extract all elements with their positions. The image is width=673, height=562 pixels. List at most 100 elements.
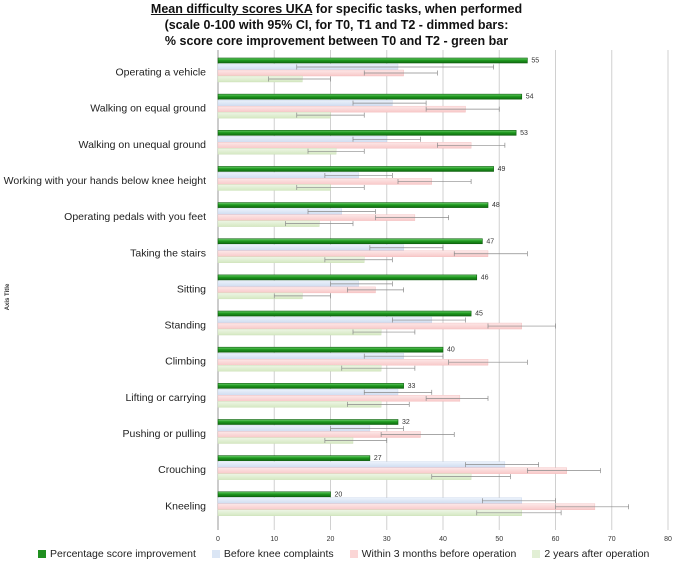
- legend-label-before: Before knee complaints: [223, 548, 334, 560]
- data-label-improvement: 53: [520, 130, 528, 137]
- x-tick-label: 20: [327, 536, 335, 543]
- error-bar-within: [397, 178, 472, 184]
- category-label: Sitting: [177, 283, 206, 295]
- error-bar-after: [476, 510, 562, 516]
- error-bar-within: [453, 251, 528, 257]
- error-bar-before: [352, 100, 427, 106]
- bar-before: [217, 461, 506, 468]
- error-bar-after: [273, 293, 331, 299]
- legend-swatch-before: [211, 550, 220, 558]
- legend-swatch-after: [532, 550, 541, 558]
- category-label: Lifting or carrying: [125, 392, 206, 404]
- legend-item-improvement: Percentage score improvement: [38, 548, 196, 560]
- bar-improvement: [217, 166, 494, 172]
- error-bar-before: [324, 172, 393, 178]
- category-labels: Operating a vehicle Walking on equal grou…: [4, 67, 207, 513]
- category-label: Crouching: [158, 464, 206, 476]
- x-tick-label: 40: [439, 536, 447, 543]
- legend-swatch-improvement: [38, 550, 46, 558]
- data-labels: 55 54 53 49 48 47 46 45 40 33 32 27 20: [335, 58, 540, 499]
- error-bar-within: [487, 323, 556, 329]
- error-bar-before: [330, 281, 393, 287]
- data-label-improvement: 20: [335, 491, 343, 498]
- error-bar-within: [448, 359, 528, 365]
- legend-label-within: Within 3 months before operation: [361, 548, 517, 560]
- data-label-improvement: 33: [408, 383, 416, 390]
- error-bars: [268, 64, 629, 516]
- legend-label-after: 2 years after operation: [544, 548, 650, 560]
- chart-title: Mean difficulty scores UKA for specific …: [0, 1, 673, 49]
- category-label: Walking on equal ground: [90, 103, 206, 115]
- error-bar-within: [527, 468, 601, 474]
- error-bar-after: [352, 329, 416, 335]
- error-bar-before: [392, 317, 466, 323]
- category-label: Walking on unequal ground: [79, 139, 207, 151]
- error-bar-after: [268, 76, 331, 82]
- data-label-improvement: 47: [486, 238, 494, 245]
- x-tick-label: 60: [552, 536, 560, 543]
- error-bar-after: [341, 365, 416, 371]
- error-bar-within: [347, 287, 404, 293]
- x-tick-label: 70: [608, 536, 616, 543]
- legend-item-within: Within 3 months before operation: [349, 548, 517, 560]
- bar-within: [217, 142, 472, 149]
- error-bar-before: [465, 462, 539, 468]
- bar-improvement: [217, 93, 523, 100]
- category-label: Standing: [165, 320, 207, 332]
- error-bar-within: [363, 70, 438, 76]
- error-bar-after: [324, 257, 393, 263]
- bar-improvement: [217, 491, 331, 498]
- data-label-improvement: 27: [374, 455, 382, 462]
- bar-improvement: [217, 57, 528, 64]
- error-bar-after: [285, 221, 354, 227]
- bar-improvement: [217, 202, 489, 208]
- data-label-improvement: 32: [402, 419, 410, 426]
- error-bar-within: [380, 432, 455, 437]
- x-tick-label: 50: [495, 536, 503, 543]
- error-bar-before: [482, 498, 556, 504]
- error-bar-after: [307, 148, 365, 154]
- y-axis-title: Axis Title: [5, 283, 11, 310]
- error-bar-within: [425, 106, 500, 112]
- error-bar-before: [369, 245, 444, 251]
- error-bar-after: [296, 184, 365, 190]
- bar-within: [217, 322, 522, 330]
- data-label-improvement: 54: [526, 94, 534, 101]
- error-bar-before: [352, 136, 421, 142]
- bar-within: [217, 359, 489, 366]
- x-axis-ticks: 0 10 20 30 40 50 60 70 80: [216, 536, 672, 543]
- legend-swatch-within: [349, 550, 358, 558]
- legend: Percentage score improvement Before knee…: [38, 548, 668, 560]
- data-label-improvement: 46: [481, 274, 489, 281]
- error-bar-before: [363, 353, 444, 359]
- data-label-improvement: 45: [475, 311, 483, 318]
- bar-improvement: [217, 383, 404, 389]
- legend-item-after: 2 years after operation: [532, 548, 649, 560]
- category-label: Working with your hands below knee heigh…: [4, 175, 206, 187]
- bar-improvement: [217, 238, 483, 245]
- chart-title-line-3: (scale 0-100 with 95% CI, for T0, T1 and…: [164, 18, 509, 32]
- legend-item-before: Before knee complaints: [211, 548, 334, 560]
- category-label: Operating a vehicle: [116, 67, 207, 79]
- bar-improvement: [217, 346, 444, 353]
- bar-improvement: [217, 274, 478, 281]
- error-bar-before: [363, 389, 433, 395]
- category-label: Climbing: [165, 356, 206, 368]
- bar-improvement: [217, 419, 399, 425]
- x-tick-label: 80: [664, 536, 672, 543]
- error-bar-within: [555, 504, 629, 510]
- error-bar-before: [307, 209, 376, 215]
- bar-within: [217, 395, 461, 402]
- category-label: Kneeling: [165, 500, 206, 512]
- bar-within: [217, 467, 567, 474]
- chart-title-line-1: Mean difficulty scores UKA: [150, 2, 313, 16]
- error-bar-after: [347, 401, 410, 407]
- error-bar-after: [431, 474, 511, 480]
- error-bar-before: [296, 64, 494, 70]
- bar-after: [217, 509, 522, 516]
- bar-before: [217, 497, 522, 504]
- x-tick-label: 0: [216, 536, 220, 543]
- category-label: Pushing or pulling: [123, 428, 207, 440]
- error-bar-within: [375, 215, 449, 221]
- bar-improvement: [217, 455, 371, 461]
